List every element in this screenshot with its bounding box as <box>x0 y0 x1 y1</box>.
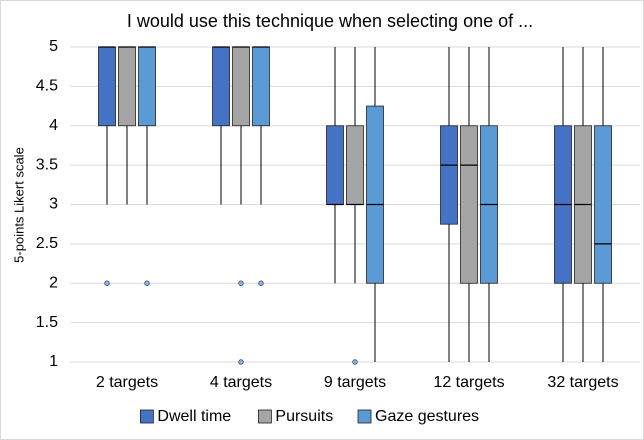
outlier <box>258 280 264 286</box>
box <box>118 46 136 127</box>
outlier <box>238 359 244 365</box>
outlier <box>144 280 150 286</box>
y-tick-label: 1 <box>49 353 58 370</box>
legend-label: Gaze gestures <box>375 408 479 425</box>
box <box>232 46 250 127</box>
x-tick-label: 12 targets <box>433 374 504 391</box>
box <box>98 46 116 127</box>
legend-swatch <box>357 409 372 424</box>
outlier <box>104 280 110 286</box>
y-tick-label: 3.5 <box>36 156 58 173</box>
y-tick-label: 2 <box>49 274 58 291</box>
box <box>138 46 156 127</box>
x-tick-label: 9 targets <box>324 374 386 391</box>
chart-title: I would use this technique when selectin… <box>127 11 533 31</box>
y-tick-label: 2.5 <box>36 235 58 252</box>
box <box>440 125 458 225</box>
legend-swatch <box>139 409 154 424</box>
y-axis-label: 5-points Likert scale <box>11 147 26 263</box>
y-tick-label: 5 <box>49 38 58 55</box>
box <box>252 46 270 127</box>
outlier <box>238 280 244 286</box>
y-tick-label: 4 <box>49 117 58 134</box>
box <box>594 125 612 284</box>
x-tick-label: 4 targets <box>210 374 272 391</box>
x-tick-label: 32 targets <box>547 374 618 391</box>
legend-label: Pursuits <box>275 408 333 425</box>
box <box>366 105 384 284</box>
outlier <box>352 359 358 365</box>
box <box>212 46 230 127</box>
y-tick-label: 1.5 <box>36 314 58 331</box>
y-tick-label: 3 <box>49 196 58 213</box>
box <box>460 125 478 284</box>
legend-swatch <box>257 409 272 424</box>
box <box>346 125 364 205</box>
y-tick-label: 4.5 <box>36 78 58 95</box>
box <box>326 125 344 205</box>
x-tick-label: 2 targets <box>96 374 158 391</box>
legend-label: Dwell time <box>157 408 231 425</box>
